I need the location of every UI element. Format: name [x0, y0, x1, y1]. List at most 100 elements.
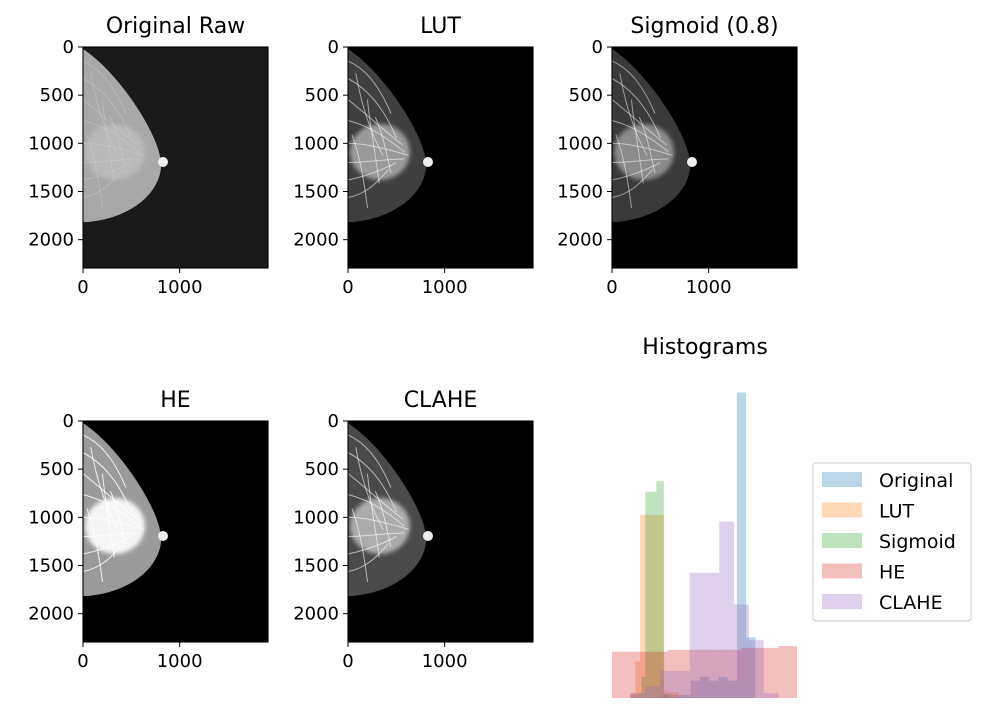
tissue-structure	[348, 60, 392, 114]
nipple-region	[687, 157, 697, 167]
y-tick-label: 2000	[557, 230, 603, 251]
legend-swatch	[822, 594, 862, 609]
histogram-bar	[673, 692, 679, 698]
histogram-bar	[672, 695, 682, 698]
histogram-bar	[760, 647, 779, 698]
axes-frame	[347, 420, 534, 643]
axes-frame	[82, 420, 269, 643]
y-tick-label: 0	[328, 411, 339, 432]
tissue-structure	[367, 99, 380, 184]
histogram-bar	[748, 640, 764, 698]
tissue-structure	[612, 142, 673, 156]
histogram-bar	[674, 671, 690, 698]
tissue-structure	[83, 532, 140, 537]
tissue-structure	[348, 78, 397, 139]
tissue-structure	[83, 434, 127, 488]
histogram-bar	[645, 491, 649, 698]
tissue-structure	[83, 452, 132, 513]
dense-tissue	[350, 124, 410, 180]
histogram-bar	[662, 694, 673, 698]
dense-tissue	[350, 498, 410, 554]
histogram-bar	[660, 671, 675, 698]
y-tick-label: 1000	[557, 133, 603, 154]
y-tick-label: 0	[63, 411, 74, 432]
y-tick-label: 500	[40, 459, 74, 480]
legend-swatch	[822, 502, 862, 518]
legend-item-lut: LUT	[822, 501, 915, 523]
x-tick-label: 1000	[422, 651, 468, 672]
y-tick-label: 0	[63, 37, 74, 58]
tissue-structure	[612, 60, 656, 114]
legend-label: CLAHE	[879, 592, 943, 614]
histogram-bar	[637, 693, 642, 698]
y-tick-label: 2000	[28, 604, 74, 625]
histogram-bar	[667, 649, 686, 698]
series-clahe	[630, 521, 779, 698]
x-tick-label: 0	[342, 651, 353, 672]
y-tick-label: 500	[305, 459, 339, 480]
legend-swatch	[822, 563, 862, 579]
histogram-bar	[686, 649, 705, 698]
tissue-structure	[367, 473, 380, 558]
histogram-bar	[736, 392, 747, 698]
axes-frame	[611, 46, 798, 269]
breast-tissue	[83, 49, 168, 222]
histogram-bar	[690, 680, 700, 698]
histogram-bar	[709, 680, 719, 698]
tissue-structure	[612, 78, 661, 139]
tissue-structure	[348, 516, 409, 530]
histogram-bar	[645, 686, 661, 698]
dense-tissue	[85, 498, 145, 554]
histogram-bar	[778, 645, 797, 698]
histogram-bar	[763, 693, 779, 698]
tissue-structure	[90, 73, 119, 156]
tissue-structure	[351, 508, 368, 583]
tissue-structure	[83, 120, 140, 153]
breast-tissue	[612, 49, 697, 222]
y-tick-label: 1500	[557, 182, 603, 203]
tissue-structure	[612, 169, 653, 198]
image-panel-1: Original Raw 0 500 1000 1500 2000 0 1000	[28, 14, 269, 298]
histogram-bar	[664, 690, 669, 698]
y-tick-label: 0	[328, 37, 339, 58]
tissue-structure	[83, 543, 124, 572]
tissue-structure	[102, 99, 115, 184]
histogram-bar	[654, 514, 660, 698]
tissue-structure	[86, 134, 103, 209]
series-sigmoid	[630, 481, 668, 698]
panel-title: Original Raw	[106, 14, 245, 39]
tissue-structure	[348, 158, 405, 163]
histogram-bar	[734, 604, 749, 698]
histogram-title: Histograms	[642, 335, 768, 360]
tissue-structure	[612, 162, 661, 181]
histogram-bar	[656, 481, 661, 698]
histogram-bar	[630, 693, 646, 698]
histogram-bar	[719, 521, 735, 698]
tissue-structure	[348, 473, 403, 520]
legend-label: HE	[879, 562, 905, 584]
tissue-structure	[374, 116, 392, 174]
histogram-bar	[746, 637, 756, 698]
tissue-structure	[355, 73, 384, 156]
legend: Original LUT Sigmoid HE CLAHE	[812, 462, 972, 622]
tissue-structure	[83, 158, 140, 163]
legend-frame	[812, 462, 972, 622]
histogram-bar	[640, 514, 645, 698]
nipple-region	[158, 157, 168, 167]
histogram-bar	[741, 647, 760, 698]
y-tick-label: 500	[569, 85, 603, 106]
histogram-bar	[699, 676, 710, 698]
legend-label: Sigmoid	[879, 531, 956, 553]
histogram-bar	[718, 676, 728, 698]
image-panel-5: CLAHE 0 500 1000 1500 2000 0 1000	[293, 388, 534, 672]
histogram-bar	[630, 693, 636, 698]
y-tick-label: 1000	[28, 133, 74, 154]
y-tick-label: 500	[40, 85, 74, 106]
tissue-structure	[109, 116, 127, 174]
tissue-structure	[348, 169, 389, 198]
legend-swatch	[822, 533, 862, 548]
nipple-region	[158, 531, 168, 541]
histogram-bar	[652, 491, 657, 698]
y-tick-label: 1500	[293, 556, 339, 577]
